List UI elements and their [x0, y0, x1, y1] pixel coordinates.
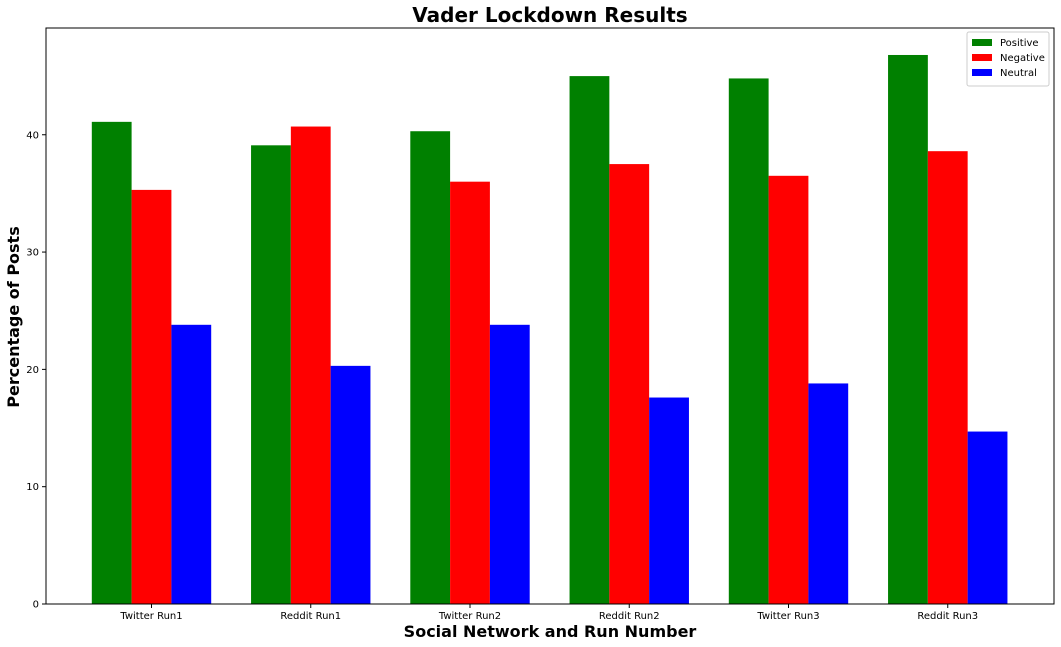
x-tick-label: Reddit Run1: [280, 611, 341, 622]
bar-positive-5: [728, 78, 769, 604]
legend-label-neutral: Neutral: [1000, 68, 1037, 79]
legend-swatch-positive: [972, 39, 992, 46]
x-tick-label: Reddit Run3: [917, 611, 978, 622]
bar-positive-2: [251, 145, 291, 604]
bar-negative-4: [609, 164, 650, 604]
bar-negative-3: [450, 181, 490, 604]
bar-negative-5: [768, 175, 809, 604]
bar-neutral-2: [330, 365, 371, 604]
legend-swatch-neutral: [972, 69, 992, 76]
bar-neutral-3: [489, 324, 530, 604]
bars-group: [91, 54, 1008, 605]
x-tick-label: Twitter Run1: [119, 611, 182, 622]
bar-negative-2: [290, 126, 331, 604]
y-tick-label: 20: [26, 365, 39, 376]
plot-frame: [45, 27, 1055, 605]
y-axis-label: Percentage of Posts: [4, 226, 23, 407]
bar-negative-1: [131, 189, 172, 604]
y-tick-label: 40: [26, 130, 39, 141]
x-tick-label: Reddit Run2: [599, 611, 660, 622]
y-tick-label: 30: [26, 248, 39, 259]
bar-negative-6: [927, 151, 968, 604]
bar-neutral-1: [171, 324, 212, 604]
bar-neutral-4: [649, 397, 689, 604]
legend-swatch-negative: [972, 54, 992, 61]
bar-positive-4: [569, 76, 610, 605]
x-tick-label: Twitter Run2: [438, 611, 501, 622]
legend: Positive Negative Neutral: [966, 31, 1050, 87]
x-axis-label: Social Network and Run Number: [404, 622, 697, 641]
x-axis-ticks: Twitter Run1 Reddit Run1 Twitter Run2 Reddi…: [119, 604, 978, 622]
y-axis-ticks: 0 10 20 30 40: [26, 130, 46, 611]
legend-label-negative: Negative: [1000, 53, 1045, 64]
bar-neutral-6: [967, 431, 1008, 604]
y-tick-label: 10: [26, 482, 39, 493]
bar-neutral-5: [808, 383, 849, 604]
chart-title: Vader Lockdown Results: [412, 3, 687, 27]
y-tick-label: 0: [33, 600, 39, 611]
bar-positive-1: [91, 121, 132, 604]
legend-label-positive: Positive: [1000, 38, 1039, 49]
bar-positive-6: [888, 54, 928, 605]
bar-positive-3: [410, 131, 451, 605]
x-tick-label: Twitter Run3: [756, 611, 819, 622]
